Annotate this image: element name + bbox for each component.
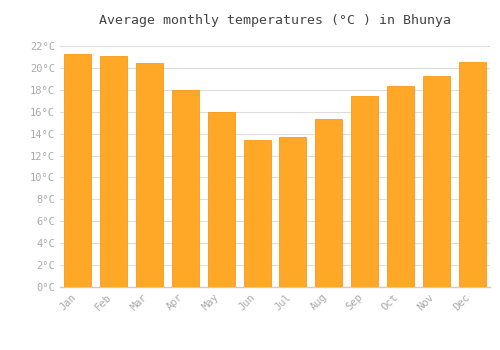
Bar xyxy=(100,56,127,287)
Bar xyxy=(244,140,270,287)
Bar xyxy=(423,76,450,287)
Bar xyxy=(64,54,92,287)
Bar xyxy=(387,86,414,287)
Title: Average monthly temperatures (°C ) in Bhunya: Average monthly temperatures (°C ) in Bh… xyxy=(99,14,451,27)
Bar xyxy=(172,90,199,287)
Bar xyxy=(316,119,342,287)
Bar xyxy=(351,96,378,287)
Bar xyxy=(458,62,485,287)
Bar xyxy=(280,137,306,287)
Bar xyxy=(208,112,234,287)
Bar xyxy=(136,63,163,287)
